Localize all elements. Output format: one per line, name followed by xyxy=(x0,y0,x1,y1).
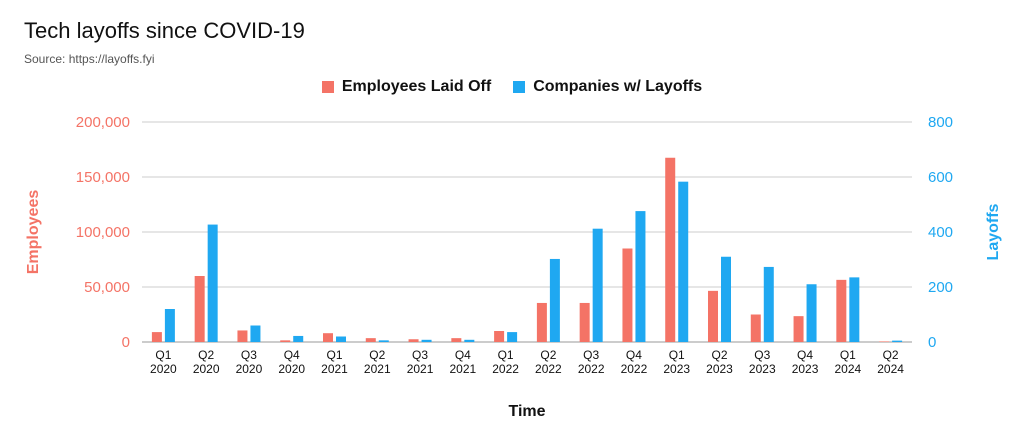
bar-companies xyxy=(207,224,218,342)
y-axis-title-right: Layoffs xyxy=(985,203,1002,260)
y-tick-left: 50,000 xyxy=(84,279,130,296)
x-tick-year: 2022 xyxy=(492,362,519,376)
bar-companies xyxy=(421,339,432,342)
bar-employees xyxy=(579,302,590,342)
x-tick-year: 2022 xyxy=(578,362,605,376)
x-axis-title: Time xyxy=(508,403,545,420)
x-tick-quarter: Q1 xyxy=(155,348,171,362)
bar-companies xyxy=(678,181,689,342)
bar-companies xyxy=(806,284,817,342)
x-tick-quarter: Q1 xyxy=(840,348,856,362)
y-tick-right: 0 xyxy=(928,334,936,351)
bar-employees xyxy=(280,340,291,342)
legend-label-employees: Employees Laid Off xyxy=(341,78,492,95)
bar-companies xyxy=(892,340,903,342)
x-tick-year: 2021 xyxy=(321,362,348,376)
x-tick-year: 2024 xyxy=(877,362,904,376)
x-tick-year: 2021 xyxy=(449,362,476,376)
bar-companies xyxy=(592,228,603,342)
x-tick-year: 2021 xyxy=(407,362,434,376)
bar-companies xyxy=(250,325,261,342)
chart-subtitle: Source: https://layoffs.fyi xyxy=(24,52,155,66)
bar-employees xyxy=(237,330,248,342)
x-tick-quarter: Q3 xyxy=(241,348,257,362)
x-tick-year: 2020 xyxy=(236,362,263,376)
bar-employees xyxy=(323,333,333,342)
x-tick-year: 2020 xyxy=(278,362,305,376)
bar-employees xyxy=(151,332,162,342)
bar-companies xyxy=(635,211,646,342)
y-tick-left: 100,000 xyxy=(76,224,130,241)
bar-companies xyxy=(464,339,475,342)
x-tick-year: 2020 xyxy=(193,362,220,376)
y-tick-right: 800 xyxy=(928,114,953,131)
bar-employees xyxy=(494,331,505,342)
x-tick-year: 2024 xyxy=(834,362,861,376)
x-tick-quarter: Q2 xyxy=(711,348,727,362)
bar-employees xyxy=(622,248,633,342)
x-tick-quarter: Q1 xyxy=(498,348,514,362)
x-tick-quarter: Q3 xyxy=(583,348,599,362)
x-tick-year: 2021 xyxy=(364,362,391,376)
bar-companies xyxy=(763,266,774,342)
bar-employees xyxy=(750,314,761,342)
legend-label-companies: Companies w/ Layoffs xyxy=(533,78,703,95)
x-tick-quarter: Q4 xyxy=(797,348,813,362)
bar-employees xyxy=(665,157,676,342)
bar-companies xyxy=(549,258,560,342)
legend-item-companies: Companies w/ Layoffs xyxy=(513,78,702,96)
x-tick-year: 2020 xyxy=(150,362,177,376)
x-tick-year: 2023 xyxy=(663,362,690,376)
x-tick-quarter: Q4 xyxy=(284,348,300,362)
bar-companies xyxy=(336,336,346,342)
x-tick-quarter: Q3 xyxy=(412,348,428,362)
x-tick-quarter: Q2 xyxy=(540,348,556,362)
bar-employees xyxy=(536,302,547,342)
legend-swatch-employees xyxy=(321,81,334,93)
y-tick-left: 200,000 xyxy=(76,114,130,131)
bar-employees xyxy=(451,338,462,342)
x-tick-year: 2023 xyxy=(749,362,776,376)
bar-companies xyxy=(507,332,518,342)
bar-companies xyxy=(293,335,304,342)
x-tick-year: 2023 xyxy=(706,362,733,376)
x-tick-quarter: Q4 xyxy=(626,348,642,362)
x-tick-quarter: Q1 xyxy=(326,348,342,362)
x-tick-year: 2022 xyxy=(535,362,562,376)
y-tick-left: 0 xyxy=(122,334,130,351)
x-tick-quarter: Q2 xyxy=(883,348,899,362)
y-tick-right: 600 xyxy=(928,169,953,186)
bar-employees xyxy=(365,338,376,342)
bar-companies xyxy=(378,340,389,342)
chart-title: Tech layoffs since COVID-19 xyxy=(24,18,305,43)
x-tick-quarter: Q3 xyxy=(754,348,770,362)
bar-employees xyxy=(194,276,205,342)
x-tick-quarter: Q1 xyxy=(669,348,685,362)
bar-employees xyxy=(708,290,718,342)
bar-employees xyxy=(879,341,890,342)
legend-item-employees: Employees Laid Off xyxy=(321,78,492,96)
bar-companies xyxy=(721,256,731,342)
y-tick-right: 200 xyxy=(928,279,953,296)
bar-employees xyxy=(836,279,847,342)
y-axis-title-left: Employees xyxy=(25,190,42,275)
bar-companies xyxy=(164,309,175,342)
x-tick-year: 2023 xyxy=(792,362,819,376)
legend-swatch-companies xyxy=(513,81,526,93)
bar-employees xyxy=(408,339,419,342)
y-tick-left: 150,000 xyxy=(76,169,130,186)
x-tick-year: 2022 xyxy=(621,362,648,376)
y-tick-right: 400 xyxy=(928,224,953,241)
chart-legend: Employees Laid Off Companies w/ Layoffs xyxy=(0,78,1024,96)
bar-companies xyxy=(849,277,860,342)
x-tick-quarter: Q2 xyxy=(369,348,385,362)
x-tick-quarter: Q2 xyxy=(198,348,214,362)
bar-employees xyxy=(793,316,804,342)
x-tick-quarter: Q4 xyxy=(455,348,471,362)
